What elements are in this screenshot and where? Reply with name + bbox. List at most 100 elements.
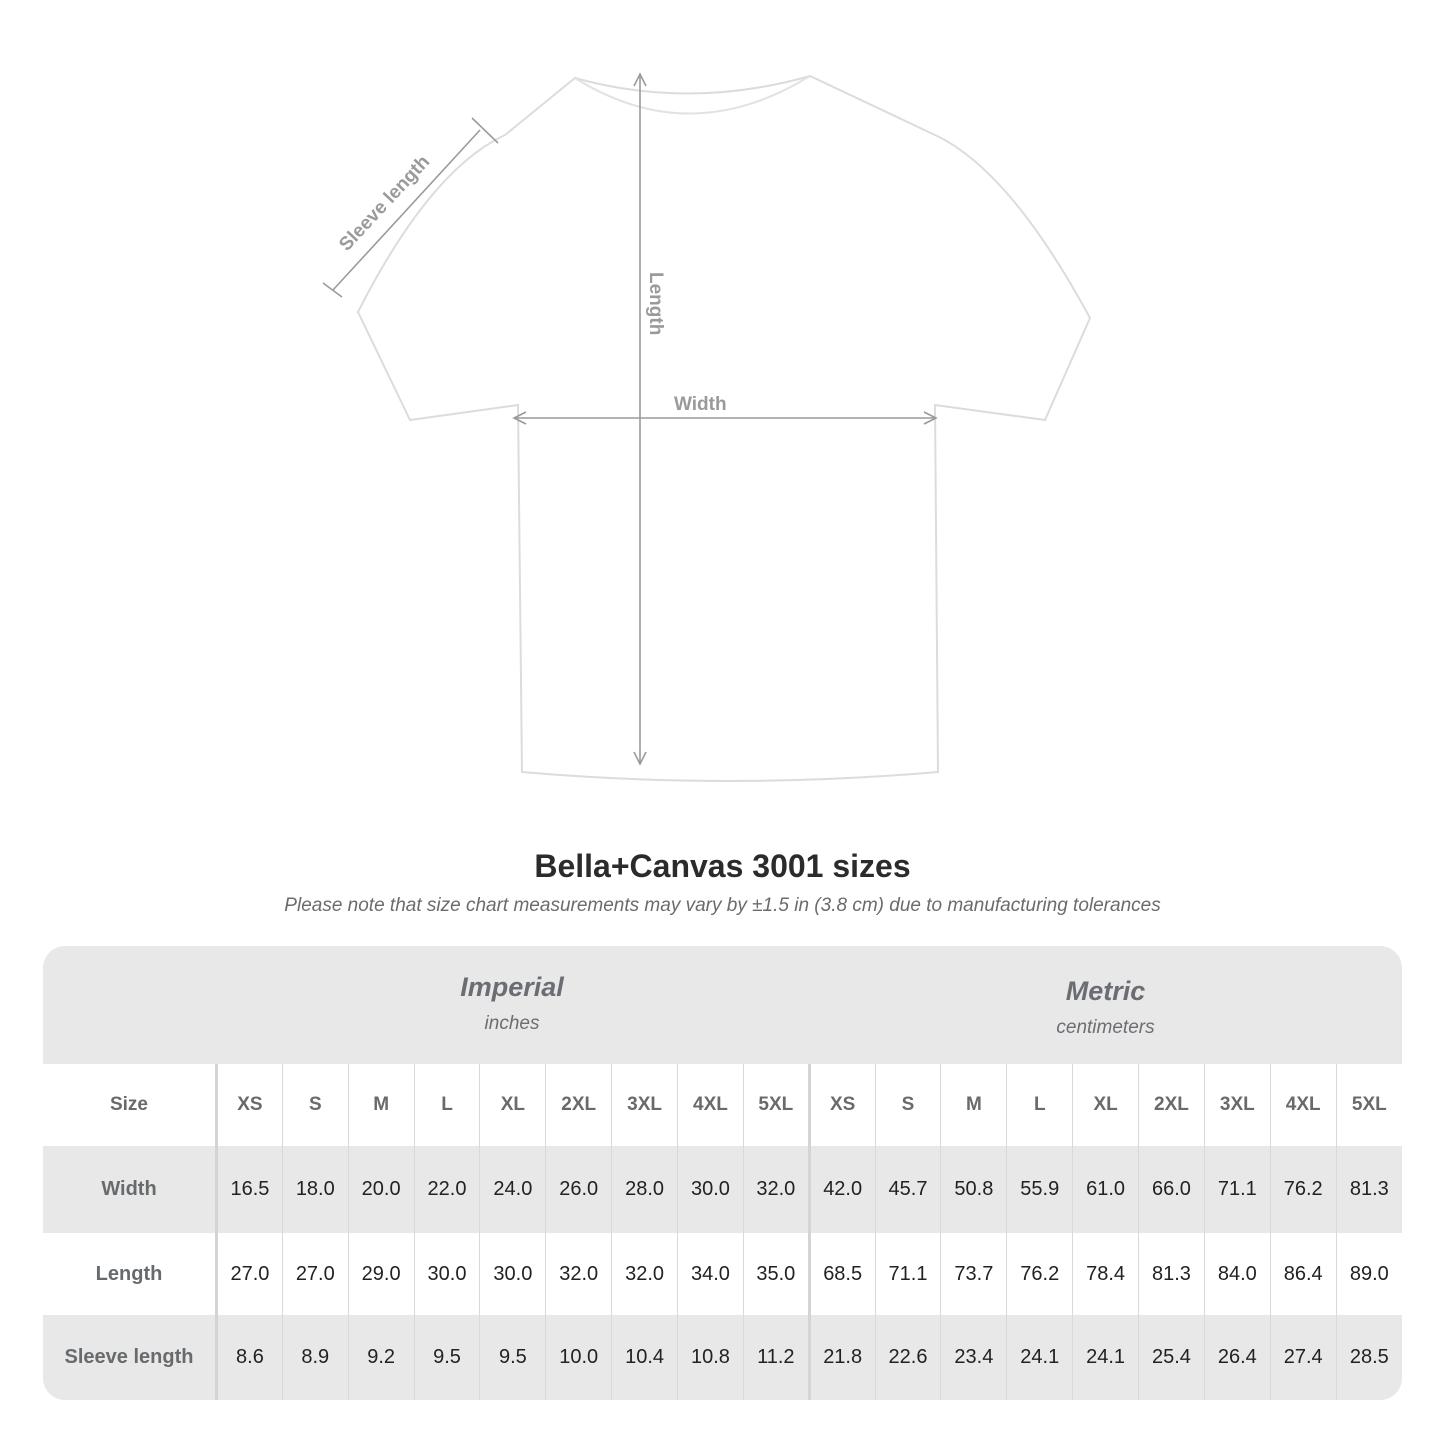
metric-value: 45.7 — [874, 1146, 941, 1233]
row-label: Sleeve length — [64, 1346, 194, 1368]
metric-value: 21.8 — [807, 1315, 876, 1400]
row-label: Width — [101, 1178, 157, 1200]
imperial-value: 30.0 — [677, 1146, 744, 1233]
metric-size-xs: XS — [807, 1064, 876, 1146]
metric-unit: centimeters — [1056, 1017, 1155, 1038]
metric-value: 50.8 — [940, 1146, 1007, 1233]
imperial-value: 27.0 — [281, 1233, 349, 1315]
sleeve-tick — [471, 117, 499, 144]
tshirt-diagram: Sleeve length Length Width — [322, 72, 1092, 782]
imperial-value: 10.4 — [611, 1315, 678, 1400]
metric-value: 76.2 — [1269, 1146, 1337, 1233]
imperial-value: 32.0 — [742, 1146, 810, 1233]
imperial-size-3xl: 3XL — [611, 1064, 678, 1146]
metric-value: 24.1 — [1006, 1315, 1073, 1400]
metric-value: 26.4 — [1203, 1315, 1271, 1400]
imperial-header: Imperial inches — [215, 946, 809, 1090]
metric-value: 25.4 — [1138, 1315, 1205, 1400]
metric-value: 86.4 — [1269, 1233, 1337, 1315]
tshirt-shape — [356, 74, 1092, 782]
size-grid: Size XS S M L XL 2XL 3XL 4XL 5XL XS S M L XL 2XL 3XL 4XL 5… — [43, 1064, 1402, 1400]
metric-value: 55.9 — [1006, 1146, 1073, 1233]
imperial-size-2xl: 2XL — [545, 1064, 612, 1146]
imperial-size-s: S — [281, 1064, 349, 1146]
metric-title: Metric — [1065, 976, 1146, 1006]
imperial-size-4xl: 4XL — [677, 1064, 744, 1146]
size-header-row: Size XS S M L XL 2XL 3XL 4XL 5XL XS S M L XL 2XL 3XL 4XL 5… — [43, 1064, 1402, 1146]
metric-value: 66.0 — [1138, 1146, 1205, 1233]
metric-value: 24.1 — [1072, 1315, 1139, 1400]
metric-size-l: L — [1006, 1064, 1073, 1146]
imperial-value: 11.2 — [742, 1315, 810, 1400]
metric-value: 22.6 — [874, 1315, 941, 1400]
imperial-value: 16.5 — [215, 1146, 283, 1233]
width-label: Width — [674, 394, 727, 415]
imperial-value: 10.0 — [545, 1315, 612, 1400]
imperial-size-xs: XS — [215, 1064, 283, 1146]
imperial-value: 9.5 — [413, 1315, 480, 1400]
metric-value: 78.4 — [1072, 1233, 1139, 1315]
imperial-unit: inches — [484, 1013, 540, 1034]
imperial-value: 34.0 — [677, 1233, 744, 1315]
table-row: Length 27.0 27.0 29.0 30.0 30.0 32.0 32.0 34.0 35… — [43, 1233, 1402, 1315]
metric-value: 68.5 — [807, 1233, 876, 1315]
metric-value: 61.0 — [1072, 1146, 1139, 1233]
metric-value: 89.0 — [1335, 1233, 1402, 1315]
metric-value: 27.4 — [1269, 1315, 1337, 1400]
metric-size-2xl: 2XL — [1138, 1064, 1205, 1146]
imperial-value: 8.6 — [215, 1315, 283, 1400]
imperial-value: 8.9 — [281, 1315, 349, 1400]
imperial-value: 29.0 — [347, 1233, 415, 1315]
imperial-size-xl: XL — [479, 1064, 546, 1146]
metric-value: 81.3 — [1138, 1233, 1205, 1315]
metric-size-xl: XL — [1072, 1064, 1139, 1146]
metric-value: 23.4 — [940, 1315, 1007, 1400]
imperial-size-m: M — [347, 1064, 415, 1146]
imperial-value: 9.2 — [347, 1315, 415, 1400]
imperial-value: 26.0 — [545, 1146, 612, 1233]
row-label: Length — [95, 1262, 163, 1285]
metric-size-s: S — [874, 1064, 941, 1146]
metric-size-4xl: 4XL — [1269, 1064, 1337, 1146]
imperial-value: 10.8 — [677, 1315, 744, 1400]
imperial-title: Imperial — [460, 972, 564, 1002]
metric-value: 71.1 — [1203, 1146, 1271, 1233]
sleeve-measure-line — [332, 129, 481, 291]
arrowhead — [633, 72, 647, 766]
tolerance-note: Please note that size chart measurements… — [284, 895, 1161, 916]
imperial-value: 20.0 — [347, 1146, 415, 1233]
tshirt-collar — [574, 75, 811, 115]
page-title: Bella+Canvas 3001 sizes — [534, 848, 911, 884]
imperial-value: 32.0 — [611, 1233, 678, 1315]
sleeve-tick — [322, 282, 343, 298]
metric-value: 42.0 — [807, 1146, 876, 1233]
table-row: Sleeve length 8.6 8.9 9.2 9.5 9.5 10.0 10.4 10.8… — [43, 1315, 1402, 1400]
imperial-value: 24.0 — [479, 1146, 546, 1233]
arrowhead — [512, 411, 938, 425]
metric-value: 71.1 — [874, 1233, 941, 1315]
metric-size-3xl: 3XL — [1203, 1064, 1271, 1146]
metric-value: 73.7 — [940, 1233, 1007, 1315]
size-table: Imperial inches Metric centimeters Size X… — [43, 946, 1402, 1400]
imperial-value: 35.0 — [742, 1233, 810, 1315]
metric-value: 76.2 — [1006, 1233, 1073, 1315]
imperial-value: 30.0 — [479, 1233, 546, 1315]
table-row: Width 16.5 18.0 20.0 22.0 24.0 26.0 28.0 30.0 32.… — [43, 1146, 1402, 1233]
imperial-value: 30.0 — [413, 1233, 480, 1315]
imperial-value: 27.0 — [215, 1233, 283, 1315]
length-label: Length — [645, 272, 666, 335]
imperial-value: 28.0 — [611, 1146, 678, 1233]
metric-value: 84.0 — [1203, 1233, 1271, 1315]
imperial-value: 9.5 — [479, 1315, 546, 1400]
metric-value: 81.3 — [1335, 1146, 1402, 1233]
imperial-value: 22.0 — [413, 1146, 480, 1233]
imperial-value: 32.0 — [545, 1233, 612, 1315]
metric-size-m: M — [940, 1064, 1007, 1146]
metric-header: Metric centimeters — [809, 946, 1402, 1094]
imperial-value: 18.0 — [281, 1146, 349, 1233]
metric-value: 28.5 — [1335, 1315, 1402, 1400]
metric-size-5xl: 5XL — [1335, 1064, 1402, 1146]
size-label: Size — [109, 1094, 149, 1115]
imperial-size-5xl: 5XL — [742, 1064, 810, 1146]
imperial-size-l: L — [413, 1064, 480, 1146]
